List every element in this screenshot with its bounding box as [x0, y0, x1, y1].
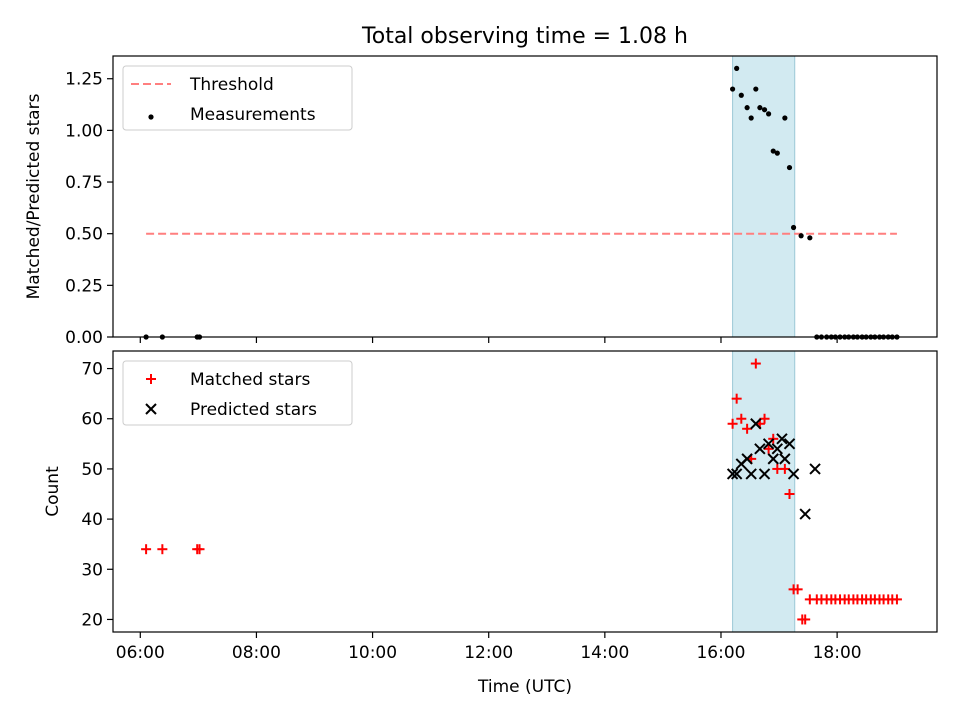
- x-tick-label: 12:00: [464, 643, 513, 663]
- predicted-star-point: [754, 443, 766, 455]
- legend-box: [122, 65, 353, 131]
- predicted-star-point: [787, 468, 800, 480]
- x-tick-label: 18:00: [813, 643, 862, 663]
- measurement-point: [744, 105, 750, 111]
- measurement-point: [748, 115, 754, 121]
- x-tick-label: 08:00: [232, 643, 281, 663]
- predicted-star-point: [741, 453, 753, 465]
- chart-title: Total observing time = 1.08 h: [361, 24, 688, 49]
- measurement-point: [807, 235, 813, 241]
- measurement-point: [753, 86, 759, 92]
- measurement-point: [786, 164, 793, 171]
- measurement-point: [782, 115, 788, 121]
- legend-matched-swatch: [146, 374, 156, 384]
- matched-star-point: [779, 463, 790, 474]
- legend-label: Measurements: [190, 105, 316, 125]
- matched-star-point: [731, 393, 742, 404]
- predicted-star-point: [758, 468, 771, 480]
- predicted-star-point: [799, 508, 811, 520]
- observing-window-span: [732, 55, 796, 338]
- y-tick-label: 1.00: [65, 121, 103, 141]
- measurement-point: [770, 148, 776, 154]
- measurement-point: [729, 86, 736, 92]
- matched-star-point: [194, 544, 205, 555]
- measurement-point: [790, 224, 797, 231]
- legend-box: [122, 360, 353, 426]
- legend-label: Matched stars: [190, 370, 310, 390]
- matched-star-point: [891, 594, 902, 605]
- measurement-point: [798, 233, 804, 239]
- top-panel: 0.00 0.25 0.50 0.75 1.00 1.25 Matched/Predicte…: [24, 55, 938, 348]
- predicted-star-point: [745, 468, 757, 480]
- y-tick-label: 0.50: [65, 225, 103, 245]
- legend-label: Threshold: [189, 75, 274, 95]
- matched-star-point: [763, 443, 774, 454]
- bottom-panel: 20 30 40 50 60 70 06:00 08:00 10:00 12:00 14:00 16:…: [43, 350, 938, 697]
- legend-predicted-swatch: [145, 403, 157, 415]
- y-tick-label: 20: [81, 610, 103, 630]
- legend-label: Predicted stars: [190, 400, 317, 420]
- matched-star-point: [784, 489, 795, 500]
- measurement-point: [761, 107, 768, 113]
- x-tick-label: 16:00: [696, 643, 745, 663]
- predicted-star-point: [762, 438, 775, 450]
- axes-frame: [112, 55, 938, 338]
- measurement-point: [757, 105, 763, 111]
- measurement-point: [734, 65, 740, 71]
- predicted-star-point: [771, 443, 784, 455]
- predicted-star-point: [730, 468, 743, 480]
- y-tick-label: 70: [81, 360, 103, 380]
- predicted-star-point: [809, 463, 821, 475]
- y-tick-label: 60: [81, 410, 103, 430]
- predicted-star-point: [779, 453, 791, 465]
- x-tick-label: 06:00: [116, 643, 165, 663]
- y-tick-label: 0.25: [65, 276, 103, 296]
- y-tick-label: 0.75: [65, 173, 103, 193]
- predicted-star-point: [726, 468, 739, 480]
- predicted-star-point: [783, 438, 796, 450]
- x-tick-label: 10:00: [348, 643, 397, 663]
- axes-frame: [112, 350, 938, 633]
- x-tick-label: 14:00: [580, 643, 629, 663]
- matched-star-point: [727, 418, 738, 429]
- matched-star-point: [792, 584, 803, 595]
- matched-star-point: [141, 544, 152, 555]
- legend-measurements-swatch: [148, 114, 154, 120]
- y-tick-label: 1.25: [65, 70, 103, 90]
- predicted-star-point: [767, 453, 779, 465]
- y-tick-label: 50: [81, 460, 103, 480]
- measurement-point: [738, 92, 744, 98]
- predicted-star-point: [776, 433, 788, 445]
- y-tick-label: 30: [81, 560, 103, 580]
- matched-star-point: [742, 423, 753, 434]
- y-axis-label: Matched/Predicted stars: [24, 93, 44, 299]
- legend: Matched stars Predicted stars: [122, 360, 353, 426]
- series-predicted-stars: [726, 418, 821, 520]
- measurement-point: [765, 111, 772, 117]
- y-axis-label: Count: [43, 466, 63, 517]
- observing-window-span: [732, 350, 796, 633]
- x-axis-label: Time (UTC): [477, 677, 572, 697]
- series-matched-stars: [141, 358, 902, 625]
- measurement-point: [774, 150, 780, 156]
- y-tick-label: 40: [81, 510, 103, 530]
- legend: Threshold Measurements: [122, 65, 353, 131]
- y-tick-label: 0.00: [65, 328, 103, 348]
- matched-star-point: [157, 544, 168, 555]
- matched-star-point: [759, 413, 770, 424]
- matched-star-point: [800, 614, 811, 625]
- predicted-star-point: [750, 418, 762, 430]
- matched-star-point: [736, 413, 747, 424]
- matched-star-point: [750, 358, 761, 369]
